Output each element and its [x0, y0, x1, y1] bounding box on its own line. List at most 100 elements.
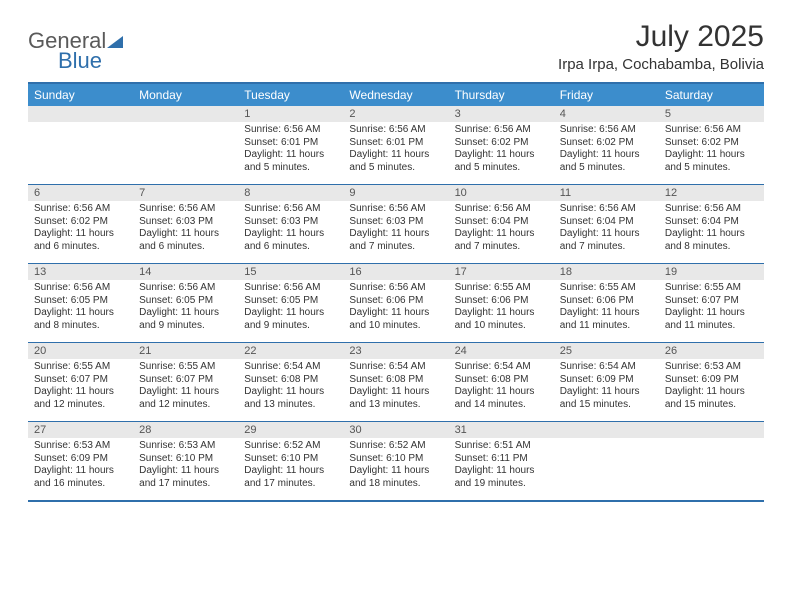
- sunrise: Sunrise: 6:56 AM: [244, 124, 337, 137]
- day-number: 8: [238, 185, 343, 201]
- day-body: Sunrise: 6:56 AMSunset: 6:05 PMDaylight:…: [133, 280, 238, 336]
- sunrise: Sunrise: 6:56 AM: [34, 203, 127, 216]
- day-number: 28: [133, 422, 238, 438]
- day-body: Sunrise: 6:53 AMSunset: 6:10 PMDaylight:…: [133, 438, 238, 494]
- sunrise: Sunrise: 6:56 AM: [244, 282, 337, 295]
- day-cell: 9Sunrise: 6:56 AMSunset: 6:03 PMDaylight…: [343, 185, 448, 263]
- sunrise: Sunrise: 6:56 AM: [349, 203, 442, 216]
- day-cell: 28Sunrise: 6:53 AMSunset: 6:10 PMDayligh…: [133, 422, 238, 500]
- day-number: 6: [28, 185, 133, 201]
- sunset: Sunset: 6:02 PM: [34, 216, 127, 229]
- title-block: July 2025 Irpa Irpa, Cochabamba, Bolivia: [558, 20, 764, 73]
- day-number: 26: [659, 343, 764, 359]
- daylight: Daylight: 11 hours and 7 minutes.: [560, 228, 653, 253]
- location: Irpa Irpa, Cochabamba, Bolivia: [558, 56, 764, 73]
- day-cell: 5Sunrise: 6:56 AMSunset: 6:02 PMDaylight…: [659, 106, 764, 184]
- day-cell: 24Sunrise: 6:54 AMSunset: 6:08 PMDayligh…: [449, 343, 554, 421]
- day-number: 21: [133, 343, 238, 359]
- day-body: Sunrise: 6:56 AMSunset: 6:04 PMDaylight:…: [554, 201, 659, 257]
- sunrise: Sunrise: 6:55 AM: [455, 282, 548, 295]
- day-cell: [554, 422, 659, 500]
- sunrise: Sunrise: 6:56 AM: [139, 282, 232, 295]
- day-cell: 26Sunrise: 6:53 AMSunset: 6:09 PMDayligh…: [659, 343, 764, 421]
- day-cell: 30Sunrise: 6:52 AMSunset: 6:10 PMDayligh…: [343, 422, 448, 500]
- day-body: Sunrise: 6:56 AMSunset: 6:01 PMDaylight:…: [343, 122, 448, 178]
- sunrise: Sunrise: 6:56 AM: [665, 203, 758, 216]
- day-cell: 13Sunrise: 6:56 AMSunset: 6:05 PMDayligh…: [28, 264, 133, 342]
- daylight: Daylight: 11 hours and 14 minutes.: [455, 386, 548, 411]
- sunset: Sunset: 6:06 PM: [455, 295, 548, 308]
- day-cell: 11Sunrise: 6:56 AMSunset: 6:04 PMDayligh…: [554, 185, 659, 263]
- day-body: Sunrise: 6:56 AMSunset: 6:03 PMDaylight:…: [133, 201, 238, 257]
- sunset: Sunset: 6:09 PM: [665, 374, 758, 387]
- calendar: SundayMondayTuesdayWednesdayThursdayFrid…: [28, 82, 764, 502]
- sunset: Sunset: 6:07 PM: [139, 374, 232, 387]
- day-body: Sunrise: 6:55 AMSunset: 6:07 PMDaylight:…: [133, 359, 238, 415]
- day-cell: 29Sunrise: 6:52 AMSunset: 6:10 PMDayligh…: [238, 422, 343, 500]
- day-number: 5: [659, 106, 764, 122]
- day-cell: 22Sunrise: 6:54 AMSunset: 6:08 PMDayligh…: [238, 343, 343, 421]
- day-number: 23: [343, 343, 448, 359]
- dow-tuesday: Tuesday: [238, 84, 343, 106]
- sunrise: Sunrise: 6:52 AM: [349, 440, 442, 453]
- sunset: Sunset: 6:09 PM: [34, 453, 127, 466]
- dow-row: SundayMondayTuesdayWednesdayThursdayFrid…: [28, 84, 764, 106]
- day-body: Sunrise: 6:56 AMSunset: 6:05 PMDaylight:…: [238, 280, 343, 336]
- sunrise: Sunrise: 6:56 AM: [455, 203, 548, 216]
- daylight: Daylight: 11 hours and 7 minutes.: [455, 228, 548, 253]
- day-number: 19: [659, 264, 764, 280]
- day-cell: 7Sunrise: 6:56 AMSunset: 6:03 PMDaylight…: [133, 185, 238, 263]
- sunset: Sunset: 6:05 PM: [34, 295, 127, 308]
- dow-thursday: Thursday: [449, 84, 554, 106]
- daylight: Daylight: 11 hours and 5 minutes.: [560, 149, 653, 174]
- day-body: Sunrise: 6:55 AMSunset: 6:06 PMDaylight:…: [554, 280, 659, 336]
- day-body: Sunrise: 6:52 AMSunset: 6:10 PMDaylight:…: [343, 438, 448, 494]
- sunrise: Sunrise: 6:55 AM: [34, 361, 127, 374]
- day-body: Sunrise: 6:56 AMSunset: 6:02 PMDaylight:…: [449, 122, 554, 178]
- daylight: Daylight: 11 hours and 10 minutes.: [349, 307, 442, 332]
- sunrise: Sunrise: 6:56 AM: [455, 124, 548, 137]
- daylight: Daylight: 11 hours and 17 minutes.: [244, 465, 337, 490]
- day-cell: 31Sunrise: 6:51 AMSunset: 6:11 PMDayligh…: [449, 422, 554, 500]
- sunrise: Sunrise: 6:55 AM: [665, 282, 758, 295]
- daylight: Daylight: 11 hours and 11 minutes.: [560, 307, 653, 332]
- daylight: Daylight: 11 hours and 5 minutes.: [349, 149, 442, 174]
- day-body: Sunrise: 6:56 AMSunset: 6:02 PMDaylight:…: [28, 201, 133, 257]
- day-number: 9: [343, 185, 448, 201]
- day-body: Sunrise: 6:56 AMSunset: 6:03 PMDaylight:…: [238, 201, 343, 257]
- day-cell: 4Sunrise: 6:56 AMSunset: 6:02 PMDaylight…: [554, 106, 659, 184]
- day-number: 17: [449, 264, 554, 280]
- day-cell: [659, 422, 764, 500]
- day-body: Sunrise: 6:56 AMSunset: 6:02 PMDaylight:…: [554, 122, 659, 178]
- day-cell: 3Sunrise: 6:56 AMSunset: 6:02 PMDaylight…: [449, 106, 554, 184]
- dow-saturday: Saturday: [659, 84, 764, 106]
- sunset: Sunset: 6:04 PM: [560, 216, 653, 229]
- sunrise: Sunrise: 6:52 AM: [244, 440, 337, 453]
- day-body: Sunrise: 6:56 AMSunset: 6:04 PMDaylight:…: [449, 201, 554, 257]
- sunrise: Sunrise: 6:53 AM: [34, 440, 127, 453]
- daylight: Daylight: 11 hours and 13 minutes.: [349, 386, 442, 411]
- daylight: Daylight: 11 hours and 9 minutes.: [244, 307, 337, 332]
- sunset: Sunset: 6:02 PM: [665, 137, 758, 150]
- day-cell: 27Sunrise: 6:53 AMSunset: 6:09 PMDayligh…: [28, 422, 133, 500]
- day-cell: 18Sunrise: 6:55 AMSunset: 6:06 PMDayligh…: [554, 264, 659, 342]
- day-number: 3: [449, 106, 554, 122]
- dow-wednesday: Wednesday: [343, 84, 448, 106]
- sunrise: Sunrise: 6:56 AM: [244, 203, 337, 216]
- day-number: 11: [554, 185, 659, 201]
- daylight: Daylight: 11 hours and 8 minutes.: [34, 307, 127, 332]
- sunset: Sunset: 6:08 PM: [244, 374, 337, 387]
- sunrise: Sunrise: 6:56 AM: [560, 124, 653, 137]
- day-number: [133, 106, 238, 122]
- day-number: 25: [554, 343, 659, 359]
- day-cell: 6Sunrise: 6:56 AMSunset: 6:02 PMDaylight…: [28, 185, 133, 263]
- sunset: Sunset: 6:10 PM: [139, 453, 232, 466]
- day-body: Sunrise: 6:53 AMSunset: 6:09 PMDaylight:…: [659, 359, 764, 415]
- daylight: Daylight: 11 hours and 15 minutes.: [665, 386, 758, 411]
- day-cell: 12Sunrise: 6:56 AMSunset: 6:04 PMDayligh…: [659, 185, 764, 263]
- day-number: 13: [28, 264, 133, 280]
- day-number: 12: [659, 185, 764, 201]
- daylight: Daylight: 11 hours and 11 minutes.: [665, 307, 758, 332]
- sunrise: Sunrise: 6:51 AM: [455, 440, 548, 453]
- day-body: Sunrise: 6:53 AMSunset: 6:09 PMDaylight:…: [28, 438, 133, 494]
